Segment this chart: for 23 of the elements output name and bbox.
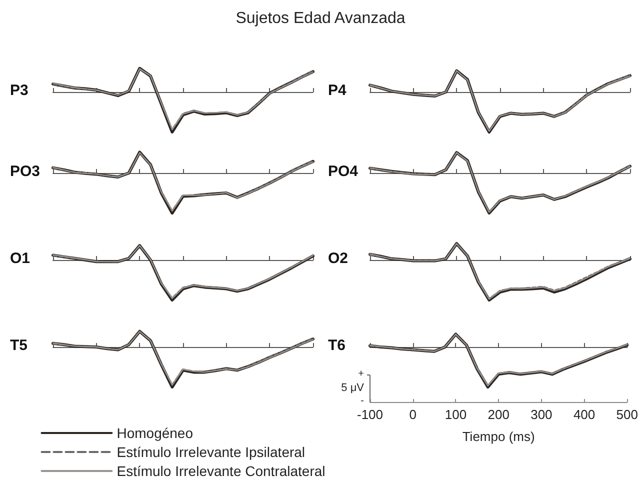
x-tick-label: 0 (409, 407, 416, 422)
x-tick-label: 300 (530, 407, 552, 422)
x-tick-label: 400 (573, 407, 596, 422)
y-axis-title: T6 (328, 337, 346, 354)
legend-label: Estímulo Irrelevante Contralateral (116, 463, 326, 479)
y-axis-title: P4 (328, 82, 348, 99)
x-axis-title: Tiempo (ms) (462, 429, 535, 444)
x-tick-label: 200 (488, 407, 510, 422)
y-axis-title: O2 (328, 250, 348, 267)
chart-title: Sujetos Edad Avanzada (234, 10, 406, 28)
x-tick-label: -100 (356, 407, 384, 422)
y-axis-title: PO3 (10, 163, 40, 180)
y-axis-title: T5 (10, 337, 28, 354)
y-axis-title: PO4 (328, 163, 359, 180)
text: 5 μV (341, 382, 365, 394)
legend-label: Estímulo Irrelevante Ipsilateral (116, 444, 306, 460)
y-axis-title: O1 (10, 250, 30, 267)
text: - (360, 396, 364, 406)
x-tick-label: 500 (616, 407, 638, 422)
legend-label: Homogéneo (116, 425, 194, 441)
text: + (358, 368, 364, 380)
x-tick-label: 100 (444, 407, 467, 422)
y-axis-title: P3 (10, 82, 28, 99)
